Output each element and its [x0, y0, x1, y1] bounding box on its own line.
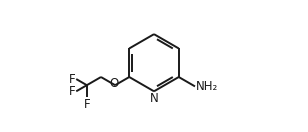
Text: F: F — [69, 73, 75, 86]
Text: F: F — [83, 98, 90, 111]
Text: F: F — [69, 85, 75, 98]
Text: NH₂: NH₂ — [196, 80, 219, 93]
Text: O: O — [109, 77, 119, 90]
Text: N: N — [150, 92, 158, 105]
